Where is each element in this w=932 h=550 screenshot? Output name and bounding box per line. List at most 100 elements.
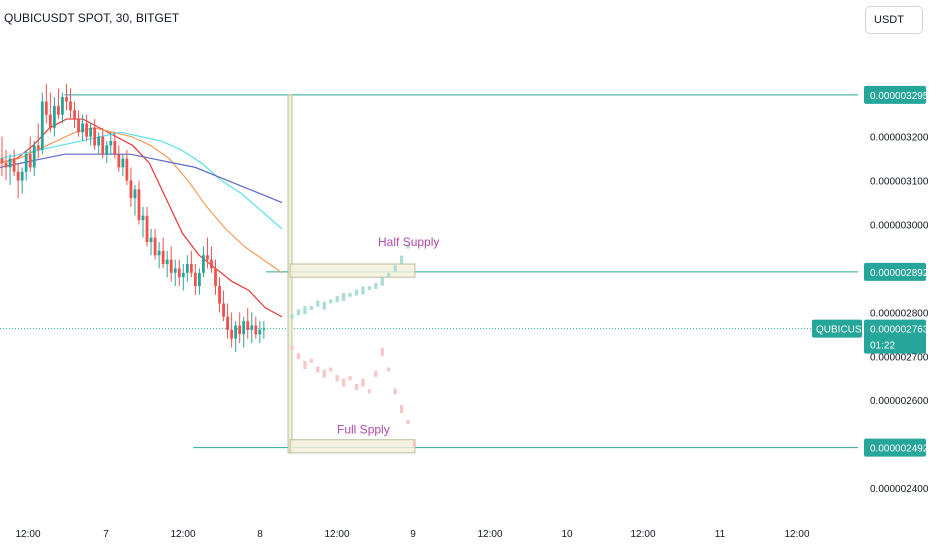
candle-body: [24, 154, 28, 172]
projection-down-candle: [296, 353, 301, 360]
time-tick-label: 12:00: [15, 529, 40, 540]
current-price-text: 0.000002763: [870, 325, 929, 336]
projection-down-candle: [322, 369, 326, 378]
symbol-tag: [812, 319, 862, 338]
currency-selector[interactable]: USDT: [865, 6, 923, 34]
candle-body: [189, 264, 193, 273]
ma_mid-line: [0, 127, 283, 274]
supply-zone: [289, 263, 416, 278]
candle-body: [48, 114, 52, 128]
projection-down-candle: [361, 378, 365, 387]
candle-body: [133, 189, 137, 199]
candles: [0, 83, 266, 352]
candle-body: [20, 171, 24, 181]
candle-body: [109, 141, 113, 146]
candle-body: [105, 145, 109, 155]
price-tags: 0.000003295 0.000002892 0.000002492 QUBICUS…: [812, 85, 929, 457]
projection-down-candle: [335, 375, 339, 382]
projection-up-candle: [361, 286, 365, 295]
time-tick-label: 11: [715, 529, 726, 540]
candle-body: [246, 321, 250, 330]
candle-body: [197, 272, 201, 286]
price-axis: 0.000003200 0.000003100 0.000003000 0.00000…: [870, 133, 929, 495]
candle-body: [222, 303, 225, 317]
price-tick-label: 0.000003100: [870, 177, 929, 188]
candle-body: [250, 325, 254, 330]
candle-body: [169, 259, 173, 273]
level-price-text: 0.000003295: [870, 91, 929, 102]
projection-up-candle: [406, 244, 410, 249]
projection-up-candle: [322, 301, 326, 310]
candle-body: [137, 189, 141, 221]
projection-down-candle: [329, 367, 333, 372]
annotations: Half Supply Full Spply: [337, 235, 439, 437]
candle-body: [52, 105, 56, 128]
price-tick-label: 0.000002700: [870, 352, 929, 363]
projection-up-candle: [367, 286, 371, 291]
chart-title: QUBICUSDT SPOT, 30, BITGET: [4, 11, 180, 25]
time-tick-label: 7: [103, 529, 109, 540]
ma_fast-line: [0, 118, 283, 318]
ma_long-line: [0, 153, 283, 204]
projection-down-candle: [387, 367, 391, 372]
projection-up-candle: [354, 289, 359, 296]
projections: [290, 244, 417, 448]
level-price-tag: [864, 262, 926, 281]
projection-down-candle: [374, 370, 378, 377]
candle-body: [238, 325, 242, 335]
projection-up-candle: [380, 277, 384, 286]
candle-body: [101, 136, 105, 155]
level-price-text: 0.000002892: [870, 268, 929, 279]
candle-body: [214, 268, 217, 286]
price-tick-label: 0.000003000: [870, 220, 929, 231]
time-tick-label: 12:00: [477, 529, 502, 540]
candle-body: [81, 123, 84, 133]
candle-body: [141, 215, 145, 221]
candle-body: [56, 105, 60, 115]
supply-zone: [289, 439, 416, 454]
candle-body: [149, 237, 153, 243]
projection-up-candle: [309, 305, 313, 310]
candle-body: [28, 154, 32, 168]
candle-body: [157, 250, 161, 256]
candle-body: [125, 158, 129, 181]
projection-up-candle: [399, 255, 404, 264]
price-tick-label: 0.000002600: [870, 396, 929, 407]
candle-body: [77, 119, 80, 133]
candle-body: [193, 272, 197, 286]
symbol-tag-text: QUBICUSDT: [816, 325, 875, 336]
projection-down-candle: [354, 384, 359, 391]
projection-up-candle: [290, 314, 294, 319]
candle-body: [234, 325, 238, 339]
ma_slow-line: [0, 131, 283, 230]
candle-body: [4, 162, 8, 168]
candle-body: [0, 158, 4, 163]
projection-up-candle: [387, 273, 391, 277]
zone-label: Full Spply: [337, 423, 390, 437]
projection-up-candle: [348, 292, 352, 297]
time-tick-label: 9: [410, 529, 416, 540]
candle-body: [65, 97, 68, 102]
candle-body: [242, 321, 246, 335]
candle-body: [61, 97, 64, 115]
projection-down-candle: [316, 366, 320, 373]
time-tick-label: 10: [561, 529, 573, 540]
candle-body: [69, 101, 72, 111]
level-price-text: 0.000002492: [870, 444, 929, 455]
countdown-text: 01:22: [870, 341, 895, 352]
candle-body: [44, 101, 48, 115]
candle-body: [145, 215, 149, 243]
candle-body: [93, 127, 97, 146]
candle-body: [121, 158, 125, 168]
moving-averages: [0, 118, 283, 318]
candle-body: [85, 123, 89, 137]
level-price-tag: [864, 438, 926, 457]
candle-body: [165, 259, 169, 265]
candle-body: [185, 264, 189, 273]
time-tick-label: 12:00: [630, 529, 655, 540]
projection-up-candle: [341, 292, 346, 301]
projection-down-candle: [309, 358, 313, 363]
candle-body: [32, 145, 36, 168]
candle-body: [73, 110, 76, 120]
